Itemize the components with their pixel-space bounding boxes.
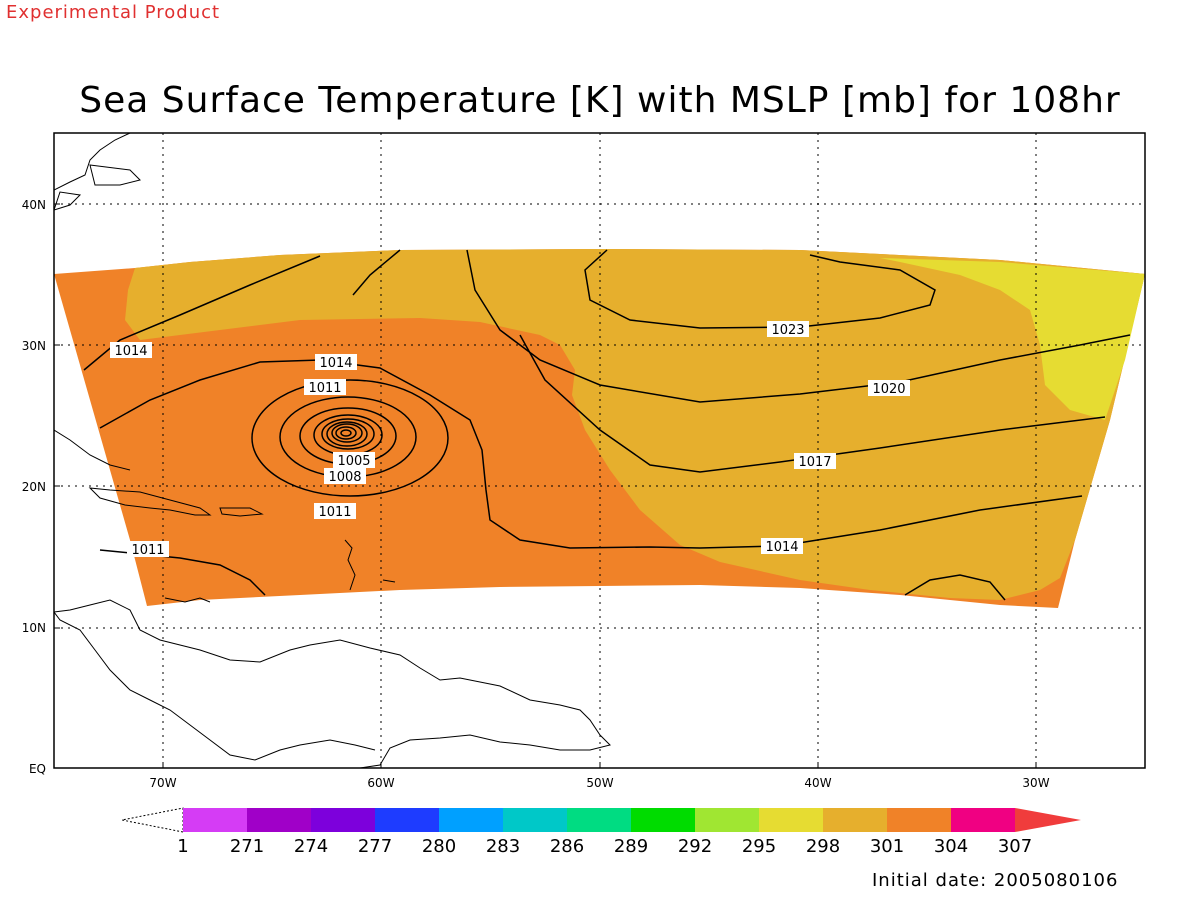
contour-label-1005: 1005	[333, 452, 375, 469]
colorbar-label: 307	[998, 836, 1032, 857]
initial-date-label: Initial date: 2005080106	[872, 870, 1119, 891]
contour-label-1020: 1020	[868, 380, 910, 397]
svg-text:1014: 1014	[765, 540, 798, 555]
colorbar-swatch	[823, 808, 887, 832]
mslp-contour-labels: 1014 1014 1011 1005 1008 1011 1011 1023 …	[110, 321, 910, 558]
contour-label-1014-west: 1014	[110, 342, 152, 359]
colorbar-swatch	[183, 808, 247, 832]
contour-label-1023: 1023	[767, 321, 809, 338]
colorbar-swatch	[503, 808, 567, 832]
colorbar-swatch	[951, 808, 1015, 832]
colorbar-lower-arrow	[121, 807, 184, 833]
svg-text:1014: 1014	[114, 344, 147, 359]
colorbar-label: 292	[678, 836, 712, 857]
longitude-axis	[162, 762, 1037, 768]
colorbar-label: 304	[934, 836, 968, 857]
latitude-axis	[54, 203, 60, 769]
svg-text:1017: 1017	[798, 455, 831, 470]
colorbar-swatch	[759, 808, 823, 832]
lon-label-60w: 60W	[367, 776, 394, 790]
colorbar-label: 283	[486, 836, 520, 857]
colorbar-swatch	[695, 808, 759, 832]
svg-text:1008: 1008	[328, 470, 361, 485]
lat-label-30n: 30N	[22, 339, 46, 353]
lat-label-20n: 20N	[22, 480, 46, 494]
colorbar-swatch	[631, 808, 695, 832]
sst-region-298-301	[125, 249, 1145, 600]
contour-label-1017: 1017	[794, 453, 836, 470]
plot-title: Sea Surface Temperature [K] with MSLP [m…	[79, 80, 1121, 121]
contour-label-1008: 1008	[324, 468, 366, 485]
colorbar-label: 277	[358, 836, 392, 857]
colorbar-label: 274	[294, 836, 328, 857]
coastlines	[54, 133, 611, 768]
colorbar-label: 301	[870, 836, 904, 857]
contour-label-1011-south: 1011	[314, 503, 356, 520]
colorbar-label: 280	[422, 836, 456, 857]
graticule	[54, 133, 1145, 768]
lat-label-10n: 10N	[22, 621, 46, 635]
svg-text:1011: 1011	[131, 543, 164, 558]
colorbar-swatch	[375, 808, 439, 832]
colorbar-label: 295	[742, 836, 776, 857]
svg-text:1011: 1011	[308, 381, 341, 396]
contour-label-1011-west: 1011	[127, 541, 169, 558]
colorbar-upper-arrow	[1015, 808, 1081, 832]
contour-label-1014-east: 1014	[761, 538, 803, 555]
lon-label-50w: 50W	[586, 776, 613, 790]
colorbar-label: 1	[177, 836, 188, 857]
colorbar-label: 286	[550, 836, 584, 857]
experimental-product-label: Experimental Product	[6, 2, 221, 23]
lat-label-eq: EQ	[29, 762, 46, 776]
colorbar-label: 298	[806, 836, 840, 857]
colorbar-label: 271	[230, 836, 264, 857]
colorbar: 1 271 274 277 280 283 286 289 292 295 298 301 304 307	[121, 807, 1081, 857]
lon-label-40w: 40W	[804, 776, 831, 790]
colorbar-swatch	[311, 808, 375, 832]
colorbar-swatch	[887, 808, 951, 832]
svg-text:1011: 1011	[318, 505, 351, 520]
svg-text:1020: 1020	[872, 382, 905, 397]
contour-label-1014-center: 1014	[315, 354, 357, 371]
contour-label-1011-north: 1011	[304, 379, 346, 396]
svg-text:1005: 1005	[337, 454, 370, 469]
colorbar-swatch	[247, 808, 311, 832]
svg-text:1023: 1023	[771, 323, 804, 338]
svg-text:1014: 1014	[319, 356, 352, 371]
lon-label-30w: 30W	[1022, 776, 1049, 790]
colorbar-swatch	[439, 808, 503, 832]
lat-label-40n: 40N	[22, 198, 46, 212]
lon-label-70w: 70W	[149, 776, 176, 790]
colorbar-label: 289	[614, 836, 648, 857]
sst-region-295-298	[880, 258, 1145, 420]
colorbar-swatch	[567, 808, 631, 832]
